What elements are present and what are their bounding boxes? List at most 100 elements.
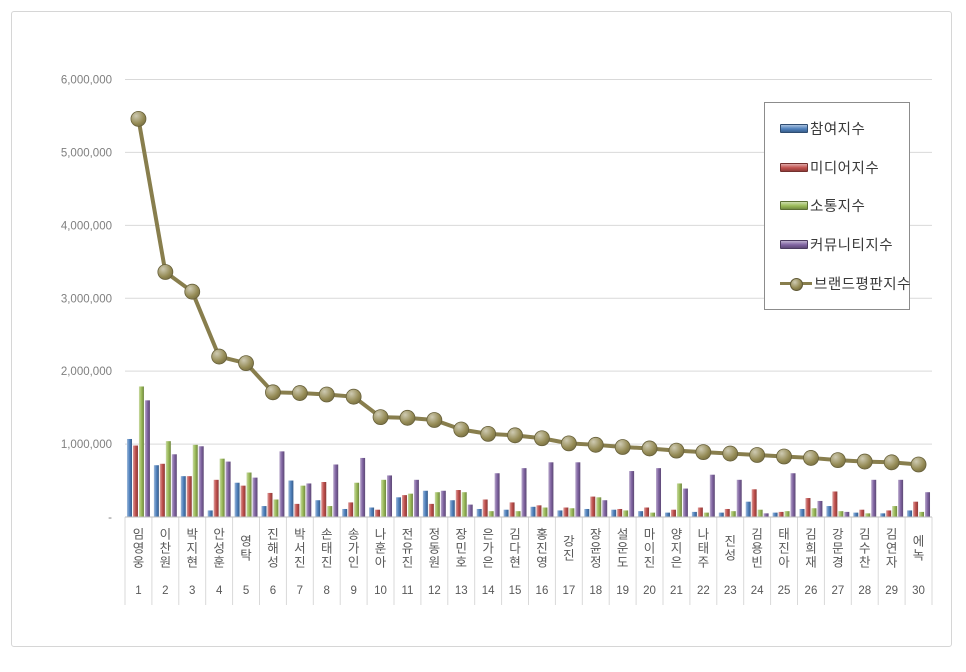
category-rank-label: 25 bbox=[778, 585, 791, 597]
bar-참여지수 bbox=[557, 510, 563, 517]
y-axis-tick-label: 3,000,000 bbox=[61, 293, 112, 305]
brand-reputation-chart: - 1,000,000 2,000,000 3,000,000 4,000,000 5,0… bbox=[61, 75, 933, 605]
bar-커뮤니티지수 bbox=[871, 479, 877, 517]
category-rank-label: 28 bbox=[858, 585, 871, 597]
bar-미디어지수 bbox=[428, 503, 434, 517]
bar-참여지수 bbox=[342, 508, 348, 517]
line-marker bbox=[695, 444, 712, 461]
community-series-swatch-icon bbox=[780, 240, 808, 250]
y-axis-tick-label: 5,000,000 bbox=[61, 147, 112, 159]
bar-커뮤니티지수 bbox=[925, 492, 931, 517]
bar-커뮤니티지수 bbox=[629, 471, 635, 517]
category-rank-label: 17 bbox=[562, 585, 575, 597]
bar-미디어지수 bbox=[644, 507, 650, 517]
bar-커뮤니티지수 bbox=[440, 490, 446, 517]
bar-참여지수 bbox=[772, 512, 778, 517]
bar-참여지수 bbox=[530, 506, 536, 517]
line-marker bbox=[614, 439, 631, 455]
bar-소통지수 bbox=[515, 511, 521, 517]
line-marker bbox=[910, 456, 927, 473]
bar-미디어지수 bbox=[321, 482, 327, 517]
y-axis-tick-label: 1,000,000 bbox=[61, 439, 112, 451]
bar-커뮤니티지수 bbox=[252, 477, 258, 517]
legend: 참여지수 미디어지수 소통지수 커뮤니티지수 브랜드평판지수 bbox=[764, 102, 910, 310]
category-rank-label: 4 bbox=[216, 585, 223, 597]
bar-커뮤니티지수 bbox=[602, 500, 608, 517]
bar-미디어지수 bbox=[294, 503, 300, 517]
bar-소통지수 bbox=[488, 511, 494, 517]
bar-참여지수 bbox=[584, 508, 590, 517]
bar-소통지수 bbox=[407, 493, 413, 517]
legend-label: 브랜드평판지수 bbox=[814, 277, 911, 294]
line-marker bbox=[184, 283, 201, 300]
bar-미디어지수 bbox=[159, 463, 165, 517]
line-marker bbox=[157, 264, 174, 280]
brand-reputation-line-swatch-icon bbox=[780, 277, 812, 292]
bar-소통지수 bbox=[623, 510, 629, 517]
bar-참여지수 bbox=[315, 500, 321, 517]
bar-소통지수 bbox=[246, 472, 252, 517]
bar-참여지수 bbox=[207, 510, 213, 517]
bar-참여지수 bbox=[853, 512, 859, 517]
bar-소통지수 bbox=[354, 482, 360, 517]
line-marker bbox=[668, 442, 685, 459]
y-axis-tick-label: 4,000,000 bbox=[61, 220, 112, 232]
category-rank-label: 29 bbox=[885, 585, 898, 597]
category-rank-label: 23 bbox=[724, 585, 737, 597]
bar-미디어지수 bbox=[697, 507, 703, 517]
bar-소통지수 bbox=[300, 485, 306, 517]
bar-소통지수 bbox=[192, 444, 198, 517]
bar-소통지수 bbox=[919, 511, 925, 517]
line-marker bbox=[130, 110, 147, 127]
bar-소통지수 bbox=[811, 508, 817, 517]
bar-미디어지수 bbox=[563, 507, 569, 517]
legend-entry-participation: 참여지수 bbox=[780, 118, 905, 139]
bar-참여지수 bbox=[638, 511, 644, 517]
bar-참여지수 bbox=[718, 512, 724, 517]
category-rank-label: 9 bbox=[350, 585, 356, 597]
bar-소통지수 bbox=[865, 513, 871, 517]
bar-미디어지수 bbox=[240, 485, 246, 517]
bar-미디어지수 bbox=[132, 445, 138, 517]
category-rank-label: 7 bbox=[297, 585, 303, 597]
bar-소통지수 bbox=[596, 497, 602, 517]
legend-label: 미디어지수 bbox=[810, 160, 880, 177]
bar-미디어지수 bbox=[617, 508, 623, 517]
media-series-swatch-icon bbox=[780, 162, 808, 172]
line-marker bbox=[238, 355, 254, 372]
bar-커뮤니티지수 bbox=[898, 479, 904, 517]
y-axis-tick-label: - bbox=[108, 512, 112, 524]
category-rank-label: 26 bbox=[805, 585, 818, 597]
bar-참여지수 bbox=[826, 506, 832, 517]
chart-frame: - 1,000,000 2,000,000 3,000,000 4,000,000 5,0… bbox=[11, 11, 952, 647]
legend-label: 참여지수 bbox=[810, 121, 866, 138]
bar-소통지수 bbox=[569, 508, 575, 517]
category-rank-label: 22 bbox=[697, 585, 710, 597]
bar-커뮤니티지수 bbox=[709, 474, 715, 517]
bar-참여지수 bbox=[880, 513, 886, 517]
bar-참여지수 bbox=[799, 508, 805, 517]
line-marker bbox=[265, 384, 281, 401]
bar-소통지수 bbox=[165, 441, 171, 517]
bar-소통지수 bbox=[381, 479, 387, 517]
bar-미디어지수 bbox=[778, 511, 784, 517]
bar-미디어지수 bbox=[267, 492, 273, 517]
category-rank-label: 15 bbox=[509, 585, 522, 597]
bar-미디어지수 bbox=[509, 502, 515, 517]
line-marker bbox=[507, 427, 523, 444]
bar-커뮤니티지수 bbox=[817, 500, 823, 517]
